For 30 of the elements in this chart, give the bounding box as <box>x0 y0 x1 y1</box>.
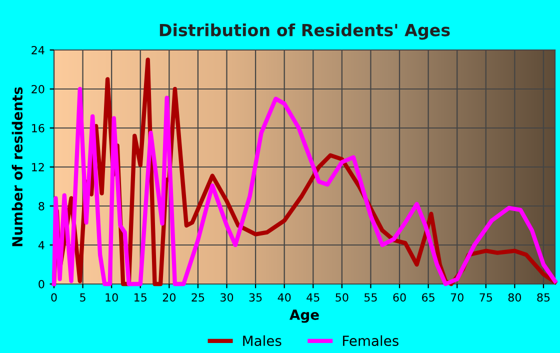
x-tick-label: 30 <box>220 293 234 302</box>
x-tick-label: 15 <box>134 293 146 302</box>
y-tick-label: 0 <box>38 280 44 288</box>
x-tick-label: 25 <box>192 293 204 302</box>
legend-label: Females <box>343 335 398 346</box>
x-tick-label: 35 <box>249 293 262 302</box>
y-tick-label: 12 <box>32 162 44 172</box>
x-tick-label: 75 <box>480 293 492 302</box>
y-tick-label: 4 <box>38 241 44 250</box>
x-tick-label: 40 <box>278 293 291 302</box>
legend-label: Males <box>243 335 282 346</box>
x-tick-label: 55 <box>364 293 377 302</box>
x-tick-label: 60 <box>393 293 406 302</box>
y-tick-label: 20 <box>32 84 44 94</box>
x-tick-label: 85 <box>537 293 550 302</box>
x-tick-label: 70 <box>450 293 464 302</box>
x-tick-label: 5 <box>80 293 86 302</box>
x-tick-label: 65 <box>422 293 434 302</box>
y-axis-title: Number of residents <box>12 87 23 246</box>
chart-title: Distribution of Residents' Ages <box>160 23 450 40</box>
x-tick-label: 0 <box>51 293 57 302</box>
y-tick-label: 24 <box>32 46 44 54</box>
x-tick-label: 45 <box>306 293 320 302</box>
x-tick-label: 50 <box>336 293 348 302</box>
x-tick-label: 10 <box>106 293 118 302</box>
x-tick-label: 20 <box>162 293 176 302</box>
y-tick-label: 8 <box>38 202 44 210</box>
x-axis-title: Age <box>290 310 319 323</box>
x-tick-label: 80 <box>508 293 522 302</box>
y-tick-label: 16 <box>32 124 44 132</box>
